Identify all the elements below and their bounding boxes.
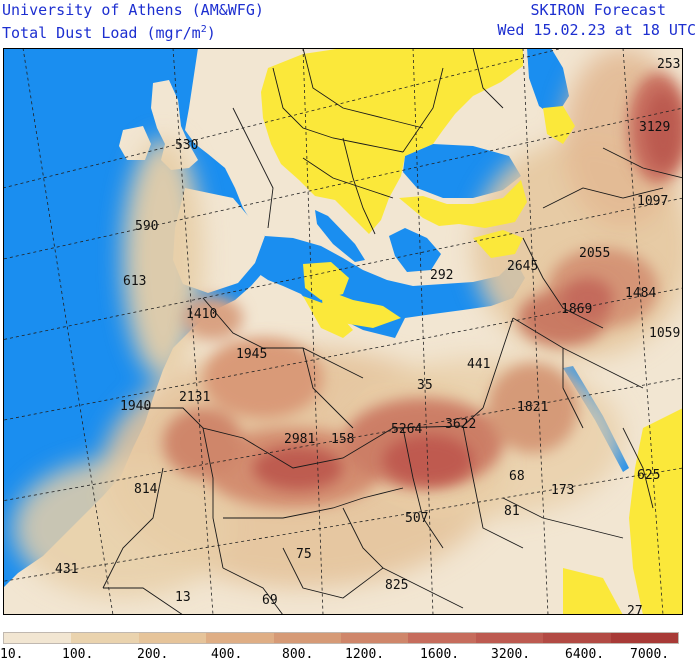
value-label: 253 xyxy=(657,57,680,72)
adriatic-sea xyxy=(315,210,365,262)
legend-tick-label: 400. xyxy=(211,647,243,662)
graticule xyxy=(3,48,683,615)
value-label: 1097 xyxy=(637,194,668,209)
legend-swatch xyxy=(408,633,476,643)
variable-title: Total Dust Load (mgr/m2) xyxy=(2,24,216,42)
value-label: 27 xyxy=(627,604,643,615)
value-label: 292 xyxy=(430,268,453,283)
value-label: 3622 xyxy=(445,417,476,432)
med-island-clean xyxy=(303,262,349,300)
value-label: 1484 xyxy=(625,286,656,301)
legend-tick-label: 10. xyxy=(0,647,24,662)
black-sea xyxy=(403,144,521,198)
legend-swatch xyxy=(475,633,544,643)
legend-swatch xyxy=(206,633,274,643)
value-label: 75 xyxy=(296,547,312,562)
valid-time: Wed 15.02.23 at 18 UTC xyxy=(497,21,696,39)
legend-tick-label: 7000. xyxy=(630,647,670,662)
value-label: 441 xyxy=(467,357,490,372)
value-label: 2055 xyxy=(579,246,610,261)
legend-swatch xyxy=(610,633,679,643)
dust-map: 530 590 613 1410 1945 2131 1940 2981 158 5264 3622… xyxy=(3,48,683,615)
legend-tick-label: 100. xyxy=(62,647,94,662)
value-label: 5264 xyxy=(391,422,422,437)
anatolia-clean xyxy=(473,230,523,258)
value-label: 81 xyxy=(504,504,520,519)
value-label: 69 xyxy=(262,593,278,608)
value-label: 431 xyxy=(55,562,78,577)
legend-tick-label: 1600. xyxy=(420,647,460,662)
value-label: 173 xyxy=(551,483,574,498)
legend-tick-label: 3200. xyxy=(491,647,531,662)
value-label: 1940 xyxy=(120,399,151,414)
caspian-sea xyxy=(527,48,569,118)
value-label: 68 xyxy=(509,469,525,484)
great-britain xyxy=(151,80,198,170)
legend-swatch xyxy=(4,633,72,643)
value-label: 1821 xyxy=(517,400,548,415)
country-borders xyxy=(102,48,683,615)
value-label: 2131 xyxy=(179,390,210,405)
value-label: 35 xyxy=(417,378,433,393)
legend-swatch xyxy=(273,633,342,643)
legend-tick-label: 200. xyxy=(137,647,169,662)
value-label: 3129 xyxy=(639,120,670,135)
value-label: 825 xyxy=(385,578,408,593)
value-label: 1059 xyxy=(649,326,680,341)
legend-tick-label: 1200. xyxy=(345,647,385,662)
value-label: 530 xyxy=(175,138,198,153)
legend-tick-label: 800. xyxy=(282,647,314,662)
value-label: 2645 xyxy=(507,259,538,274)
value-label: 613 xyxy=(123,274,146,289)
aegean-sea xyxy=(389,228,441,272)
value-label: 507 xyxy=(405,511,428,526)
value-label: 1410 xyxy=(186,307,217,322)
legend-swatch xyxy=(138,633,207,643)
organization-title: University of Athens (AM&WFG) xyxy=(2,1,264,19)
east-africa-clean xyxy=(563,568,623,615)
legend-tick-label: 6400. xyxy=(565,647,605,662)
value-label: 590 xyxy=(135,219,158,234)
legend-swatch xyxy=(543,633,611,643)
value-label: 625 xyxy=(637,468,660,483)
value-label: 158 xyxy=(331,432,354,447)
value-label: 13 xyxy=(175,590,191,605)
north-africa-clean xyxy=(303,296,353,338)
legend-swatch xyxy=(71,633,139,643)
value-label: 814 xyxy=(134,482,158,497)
value-label: 1869 xyxy=(561,302,592,317)
ireland xyxy=(119,126,151,160)
caucasus-clean xyxy=(543,106,575,144)
color-legend xyxy=(3,632,679,644)
value-label: 1945 xyxy=(236,347,267,362)
mediterranean-sea xyxy=(253,236,525,338)
legend-swatch xyxy=(341,633,409,643)
balkan-clean-zone xyxy=(399,180,527,228)
product-title: SKIRON Forecast xyxy=(530,1,666,19)
value-label: 2981 xyxy=(284,432,315,447)
